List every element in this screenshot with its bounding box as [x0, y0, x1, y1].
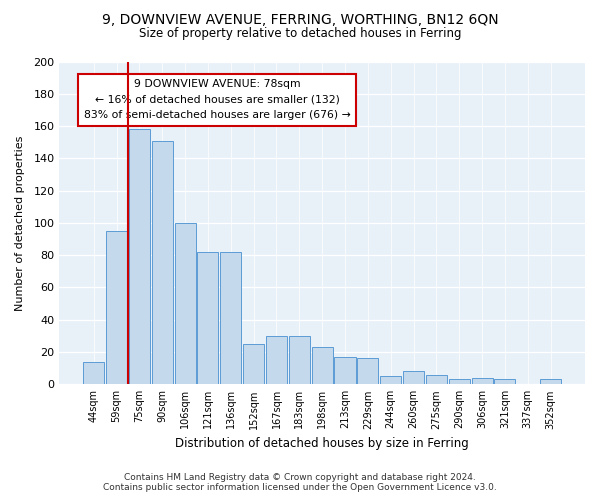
Text: Size of property relative to detached houses in Ferring: Size of property relative to detached ho…: [139, 28, 461, 40]
Bar: [243, 344, 264, 385]
Bar: [426, 374, 447, 384]
Bar: [449, 380, 470, 384]
Bar: [358, 358, 379, 384]
Bar: [472, 378, 493, 384]
Bar: [106, 231, 127, 384]
Bar: [83, 362, 104, 384]
Bar: [129, 130, 150, 384]
Bar: [311, 347, 332, 385]
Text: 9 DOWNVIEW AVENUE: 78sqm
← 16% of detached houses are smaller (132)
83% of semi-: 9 DOWNVIEW AVENUE: 78sqm ← 16% of detach…: [83, 80, 350, 120]
Bar: [289, 336, 310, 384]
Text: 9, DOWNVIEW AVENUE, FERRING, WORTHING, BN12 6QN: 9, DOWNVIEW AVENUE, FERRING, WORTHING, B…: [101, 12, 499, 26]
Bar: [266, 336, 287, 384]
Bar: [334, 357, 356, 384]
Bar: [380, 376, 401, 384]
Bar: [197, 252, 218, 384]
Bar: [175, 223, 196, 384]
Text: Contains HM Land Registry data © Crown copyright and database right 2024.
Contai: Contains HM Land Registry data © Crown c…: [103, 473, 497, 492]
Bar: [494, 380, 515, 384]
Bar: [540, 380, 561, 384]
Bar: [152, 140, 173, 384]
Y-axis label: Number of detached properties: Number of detached properties: [15, 135, 25, 310]
Bar: [220, 252, 241, 384]
Bar: [403, 372, 424, 384]
X-axis label: Distribution of detached houses by size in Ferring: Distribution of detached houses by size …: [175, 437, 469, 450]
